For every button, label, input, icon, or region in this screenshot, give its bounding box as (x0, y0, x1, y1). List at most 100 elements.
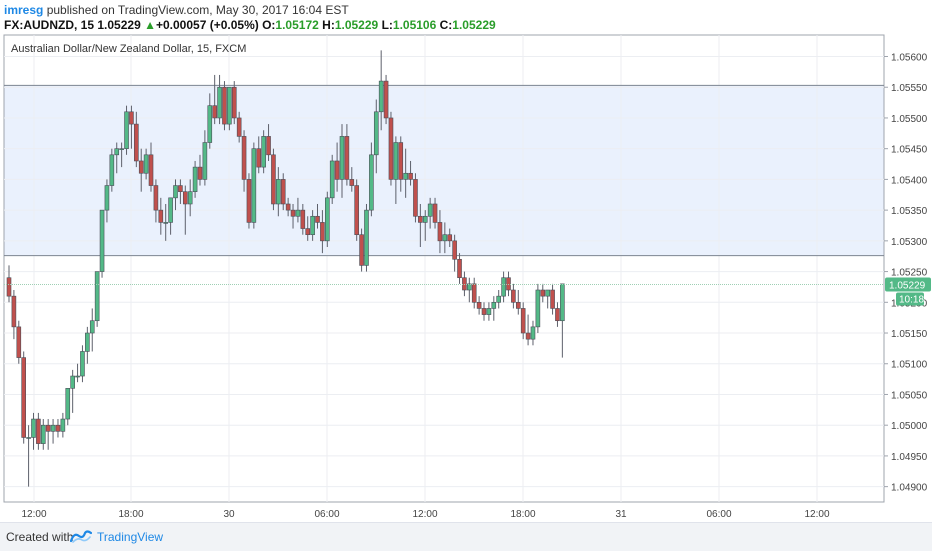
y-tick-label: 1.05350 (891, 206, 928, 217)
countdown-label: 10:18 (899, 294, 924, 305)
y-tick-label: 1.05150 (891, 329, 928, 340)
countdown-tag (896, 292, 924, 306)
candle-body (457, 258, 462, 279)
candle-body (442, 234, 448, 242)
candle-body (525, 332, 531, 340)
candle-body (246, 179, 252, 223)
candle-body (16, 326, 22, 358)
candle-body (535, 289, 541, 328)
x-tick-label: 30 (223, 509, 235, 520)
high-label: H: (322, 18, 335, 32)
candle-body (75, 375, 80, 378)
candle-body (266, 136, 271, 156)
tradingview-brand[interactable]: TradingView (97, 530, 164, 544)
x-tick-label: 06:00 (314, 509, 339, 520)
candle-body (148, 154, 154, 186)
candlestick-chart[interactable]: 1.05600 1.05550 1.05500 1.05450 1.05400 1.053… (0, 0, 932, 522)
candle-body (383, 80, 389, 119)
candle-body (540, 289, 546, 297)
candle-body (452, 240, 457, 260)
candle-body (256, 148, 262, 168)
candle-body (491, 301, 497, 309)
candle-body (506, 277, 511, 291)
created-with-text: Created with (6, 530, 74, 544)
candle-body (45, 424, 51, 432)
candle-body (227, 86, 232, 125)
candle-body (467, 283, 472, 291)
candle-body (212, 105, 217, 119)
candle-body (173, 185, 178, 199)
candle-body (153, 185, 159, 211)
candle-body (280, 179, 286, 205)
candle-body (187, 191, 193, 205)
candle-body (481, 308, 487, 315)
candle-body (119, 148, 124, 150)
candle-body (295, 209, 301, 217)
y-tick-label: 1.05600 (891, 53, 928, 64)
candle-body (163, 222, 169, 224)
candle-body (236, 117, 242, 137)
candle-body (99, 209, 105, 272)
candle-body (65, 388, 71, 420)
candle-body (422, 215, 428, 223)
candle-body (276, 179, 281, 205)
candle-body (447, 234, 453, 242)
candle-body (231, 86, 237, 119)
tradingview-logo-icon[interactable] (70, 529, 92, 543)
candle-body (241, 136, 247, 180)
candle-body (378, 80, 384, 113)
open-label: O: (262, 18, 276, 32)
candle-body (432, 203, 438, 223)
candle-body (60, 418, 66, 432)
candle-body (40, 424, 46, 444)
candle-body (202, 142, 208, 180)
candle-body (261, 136, 266, 168)
candle-body (6, 277, 12, 297)
candle-body (418, 215, 423, 223)
y-tick-label: 1.05250 (891, 268, 928, 279)
close-value: 1.05229 (452, 18, 496, 32)
y-tick-label: 1.05050 (891, 390, 928, 401)
candle-body (476, 301, 482, 309)
candle-body (320, 222, 325, 242)
candle-body (89, 320, 95, 334)
candle-body (344, 136, 350, 180)
candle-body (158, 209, 164, 223)
candle-body (114, 148, 120, 156)
y-tick-label: 1.05550 (891, 83, 928, 94)
chart-header: imresg published on TradingView.com, May… (0, 0, 932, 34)
candle-body (11, 295, 17, 328)
candle-body (329, 160, 335, 199)
symbol-label: FX:AUDNZD, 15 (4, 18, 95, 32)
last-price-tag (885, 277, 931, 292)
candle-body (55, 424, 61, 432)
x-tick-label: 12:00 (412, 509, 437, 520)
candle-body (104, 185, 110, 211)
candle-body (339, 136, 345, 180)
candle-body (471, 283, 477, 303)
candle-body (178, 185, 183, 192)
candle-body (354, 185, 359, 236)
y-tick-label: 1.05500 (891, 114, 928, 125)
chart-title: Australian Dollar/New Zealand Dollar, 15… (11, 43, 246, 55)
candle-body (369, 154, 374, 211)
candle-body (545, 289, 550, 297)
candle-body (511, 289, 516, 303)
high-value: 1.05229 (334, 18, 379, 32)
candle-body (285, 203, 291, 211)
candle-body (462, 277, 467, 291)
up-triangle-icon: ▲ (144, 18, 156, 32)
candle-body (310, 215, 315, 236)
candle-body (217, 86, 222, 119)
candle-body (109, 154, 115, 186)
author-link[interactable]: imresg (4, 3, 44, 17)
candle-body (359, 234, 364, 266)
candle-body (373, 111, 379, 156)
candle-body (555, 308, 560, 322)
candle-body (138, 160, 144, 174)
candle-body (182, 191, 188, 205)
low-label: L: (381, 18, 393, 32)
candle-body (134, 123, 139, 162)
candle-body (222, 86, 227, 125)
candle-body (26, 437, 31, 439)
